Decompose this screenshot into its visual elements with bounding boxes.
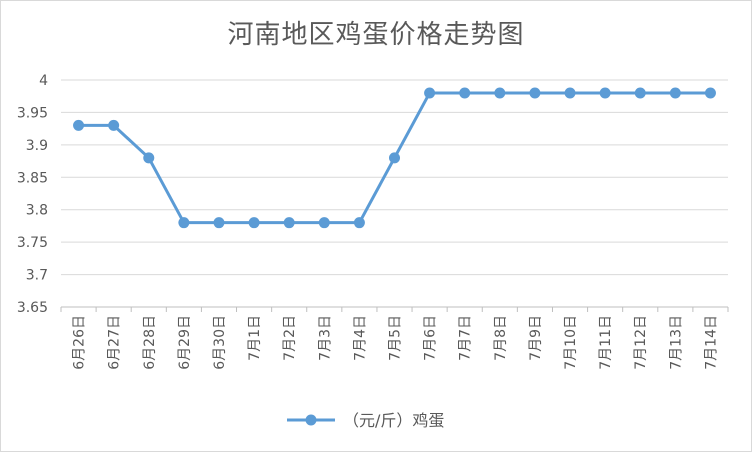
data-point	[143, 152, 155, 164]
x-tick-label: 7月10日	[563, 315, 579, 370]
x-tick-label: 7月13日	[668, 315, 684, 370]
series-layer	[73, 87, 716, 229]
x-tick-label: 7月4日	[352, 315, 368, 361]
y-axis-ticks: 3.65 3.7 3.75 3.8 3.85 3.9 3.95 4	[17, 73, 48, 316]
data-point	[459, 87, 471, 99]
x-tick-label: 7月11日	[598, 315, 614, 370]
data-point	[248, 217, 260, 229]
data-point	[108, 119, 120, 131]
y-tick-label: 3.95	[17, 105, 48, 121]
data-point	[353, 217, 365, 229]
data-point	[318, 217, 330, 229]
data-point	[564, 87, 576, 99]
x-tick-label: 7月7日	[458, 315, 474, 361]
x-tick-label: 6月28日	[142, 315, 158, 370]
data-point	[283, 217, 295, 229]
legend-series-label: （元/斤）鸡蛋	[343, 411, 444, 430]
data-point	[494, 87, 506, 99]
y-tick-label: 3.75	[17, 235, 48, 251]
x-tick-label: 7月9日	[528, 315, 544, 361]
x-tick-label: 6月29日	[177, 315, 193, 370]
y-tick-label: 3.85	[17, 170, 48, 186]
x-tick-label: 7月12日	[633, 315, 649, 370]
x-tick-label: 6月26日	[72, 315, 88, 370]
x-tick-label: 7月1日	[247, 315, 263, 361]
y-tick-label: 3.8	[26, 203, 48, 219]
x-tick-label: 7月5日	[388, 315, 404, 361]
x-tick-label: 7月8日	[493, 315, 509, 361]
y-tick-label: 3.7	[26, 268, 48, 284]
chart-title: 河南地区鸡蛋价格走势图	[227, 20, 525, 50]
data-point	[599, 87, 611, 99]
x-tick-label: 6月30日	[212, 315, 228, 370]
data-point	[389, 152, 400, 164]
data-point	[424, 87, 436, 99]
data-point	[669, 87, 681, 99]
data-point	[704, 87, 716, 99]
legend-marker-swatch	[305, 414, 317, 426]
data-point	[634, 87, 646, 99]
data-point	[213, 217, 225, 229]
x-axis-ticks: 6月26日 6月27日 6月28日 6月29日 6月30日 7月1日 7月2日 7月3日 7月4…	[60, 307, 729, 370]
data-point	[529, 87, 541, 99]
data-point	[178, 217, 190, 229]
legend: （元/斤）鸡蛋	[287, 411, 444, 430]
x-tick-label: 6月27日	[107, 315, 123, 370]
x-tick-label: 7月3日	[317, 315, 333, 361]
y-tick-label: 3.9	[26, 138, 48, 154]
data-point	[73, 119, 85, 131]
gridlines	[61, 79, 728, 308]
x-tick-label: 7月6日	[423, 315, 439, 361]
y-tick-label: 4	[39, 73, 48, 89]
x-tick-label: 7月14日	[703, 315, 719, 370]
y-tick-label: 3.65	[17, 300, 48, 316]
x-tick-label: 7月2日	[282, 315, 298, 361]
